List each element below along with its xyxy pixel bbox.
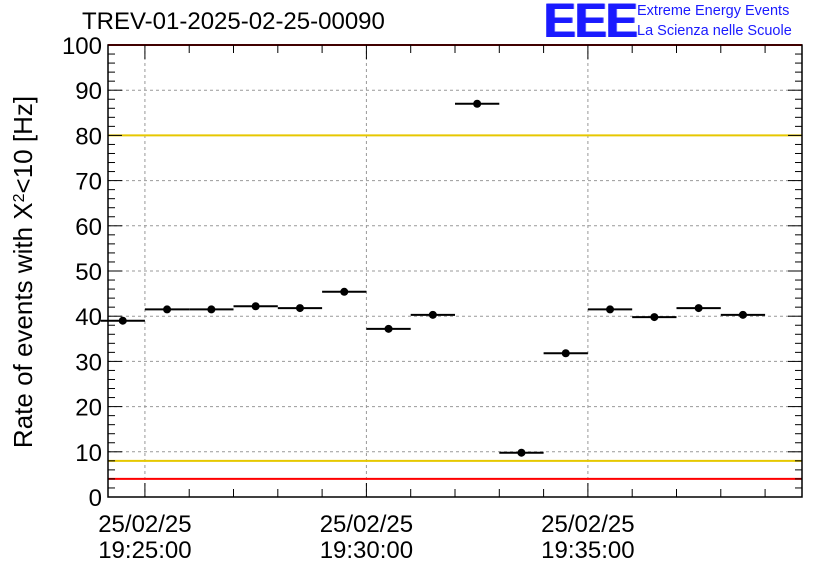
data-point	[295, 304, 304, 313]
data-point	[517, 448, 526, 457]
y-tick-label: 70	[75, 169, 102, 196]
data-point	[384, 324, 393, 333]
x-tick-label-date: 25/02/25	[98, 511, 191, 538]
y-tick-label: 20	[75, 395, 102, 422]
y-tick-label: 10	[75, 440, 102, 467]
data-point	[251, 302, 260, 311]
y-axis-label-tail: <10 [Hz]	[8, 96, 38, 194]
data-point	[207, 305, 216, 314]
grid	[108, 45, 802, 497]
x-tick-label-time: 19:30:00	[320, 537, 413, 564]
eee-logo: EEE Extreme Energy Events La Scienza nel…	[543, 0, 833, 48]
data-point	[340, 287, 349, 296]
x-tick-label-time: 19:25:00	[98, 537, 191, 564]
y-axis-label-main: Rate of events with X	[8, 202, 38, 448]
chart-title: TREV-01-2025-02-25-00090	[82, 8, 385, 35]
data-point	[606, 305, 615, 314]
y-tick-label: 40	[75, 304, 102, 331]
y-tick-labels: 0 10 20 30 40 50 60 70 80 90 100	[62, 33, 102, 512]
logo-line-2: La Scienza nelle Scuole	[637, 23, 792, 39]
data-point	[163, 305, 172, 314]
data-point	[738, 310, 747, 319]
data-points	[100, 99, 766, 457]
x-tick-label-date: 25/02/25	[541, 511, 634, 538]
axis-ticks	[108, 44, 802, 498]
x-tick-label-time: 19:35:00	[541, 537, 634, 564]
y-tick-label: 100	[62, 33, 102, 60]
data-point	[650, 313, 659, 322]
data-point	[428, 310, 437, 319]
reference-lines	[108, 44, 802, 480]
data-point	[694, 304, 703, 313]
data-point	[473, 99, 482, 108]
y-axis-label: Rate of events with X2<10 [Hz]	[8, 96, 38, 448]
y-tick-label: 90	[75, 78, 102, 105]
y-tick-label: 30	[75, 349, 102, 376]
y-tick-label: 80	[75, 123, 102, 150]
x-tick-label-date: 25/02/25	[320, 511, 413, 538]
data-point	[118, 316, 127, 325]
y-tick-label: 0	[89, 485, 102, 512]
data-point	[561, 349, 570, 358]
y-tick-label: 50	[75, 259, 102, 286]
eee-logo-mark: EEE	[543, 0, 637, 48]
logo-line-1: Extreme Energy Events	[637, 3, 790, 19]
y-tick-label: 60	[75, 214, 102, 241]
y-axis-label-sup: 2	[11, 193, 28, 202]
x-tick-labels: 25/02/2519:25:0025/02/2519:30:0025/02/25…	[98, 511, 634, 564]
